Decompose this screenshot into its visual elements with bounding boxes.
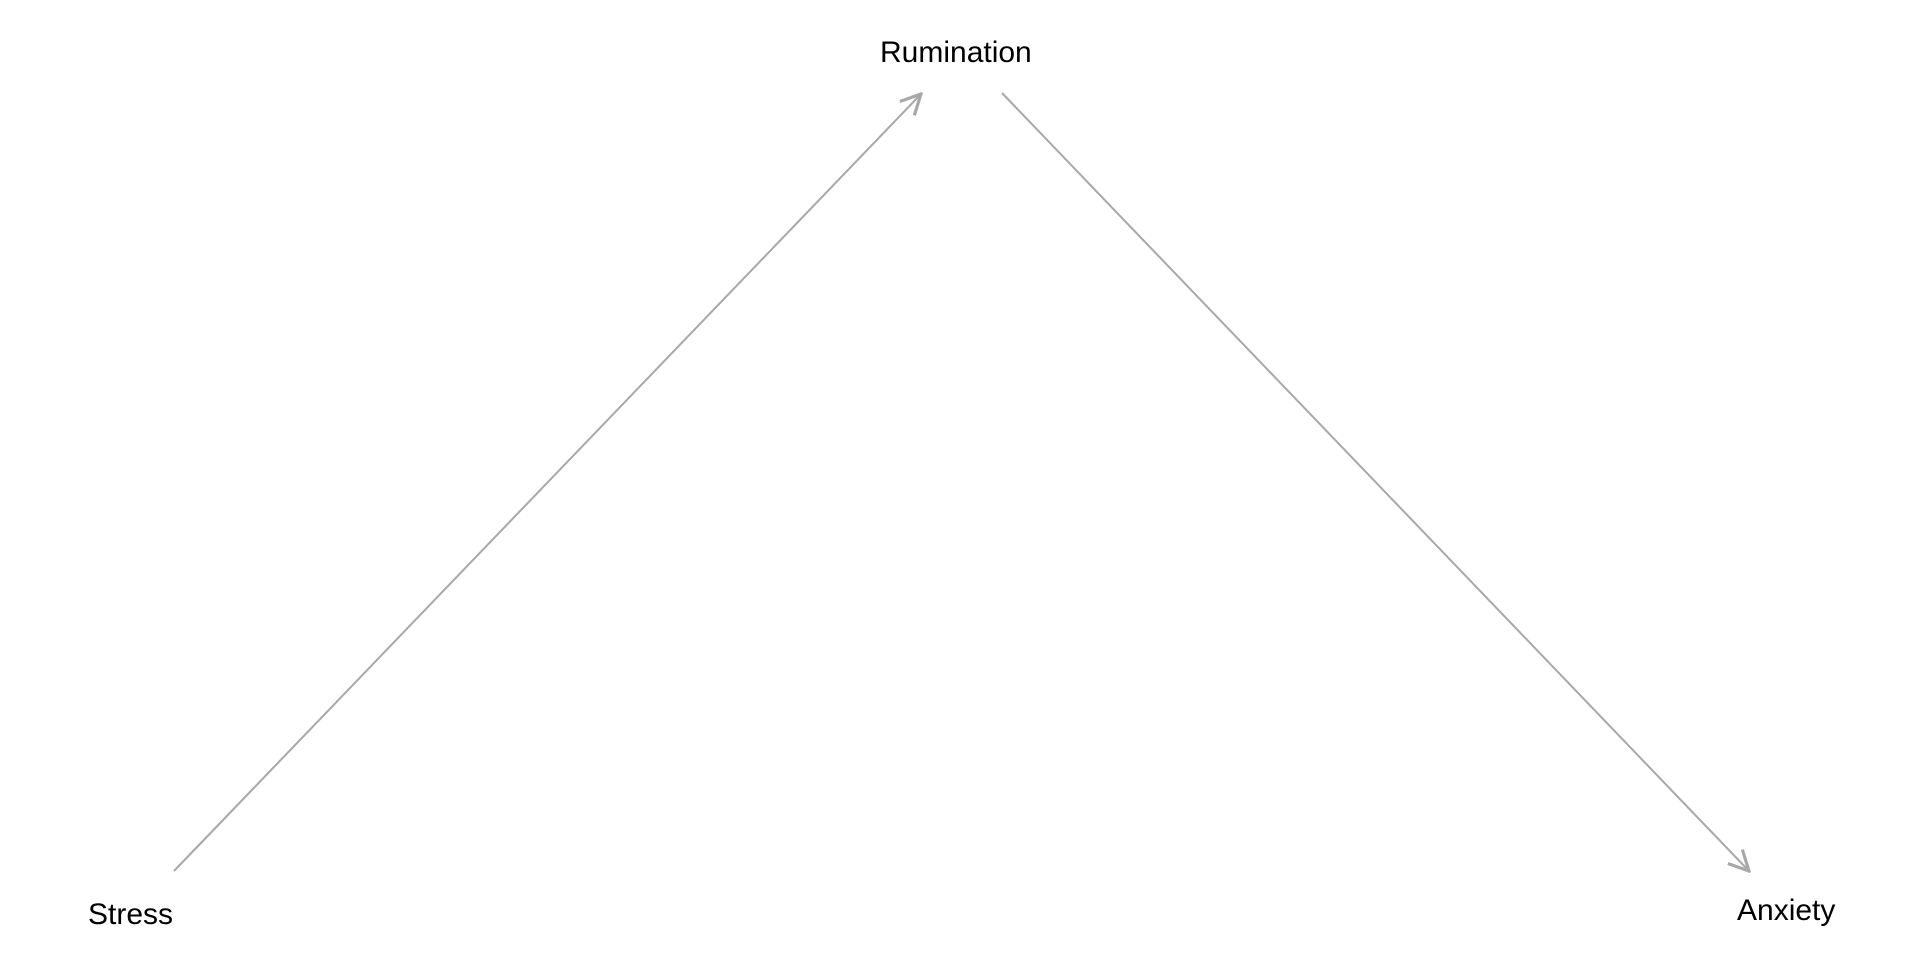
edge-rumination-to-anxiety	[1001, 92, 1749, 871]
node-anxiety-label: Anxiety	[1737, 894, 1836, 927]
node-stress-label: Stress	[88, 898, 174, 931]
edge-stress-to-rumination	[173, 94, 921, 872]
node-rumination-label: Rumination	[880, 36, 1032, 69]
